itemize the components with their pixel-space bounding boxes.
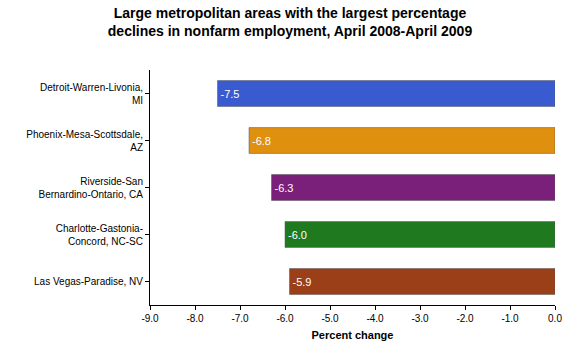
svg-text:Las Vegas-Paradise, NV: Las Vegas-Paradise, NV — [34, 276, 143, 287]
svg-text:-8.0: -8.0 — [186, 313, 204, 324]
svg-text:-6.0: -6.0 — [276, 313, 294, 324]
svg-text:-9.0: -9.0 — [141, 313, 159, 324]
svg-text:-7.5: -7.5 — [221, 88, 240, 100]
svg-text:-5.9: -5.9 — [293, 276, 312, 288]
svg-text:Phoenix-Mesa-Scottsdale,AZ: Phoenix-Mesa-Scottsdale,AZ — [26, 129, 143, 153]
svg-text:Percent change: Percent change — [312, 329, 394, 341]
svg-text:-4.0: -4.0 — [366, 313, 384, 324]
svg-text:-5.0: -5.0 — [321, 313, 339, 324]
svg-text:Charlotte-Gastonia-Concord, NC: Charlotte-Gastonia-Concord, NC-SC — [56, 223, 143, 247]
svg-text:-6.0: -6.0 — [288, 229, 307, 241]
svg-text:-2.0: -2.0 — [456, 313, 474, 324]
svg-text:-3.0: -3.0 — [411, 313, 429, 324]
svg-text:-6.3: -6.3 — [275, 182, 294, 194]
svg-text:-7.0: -7.0 — [231, 313, 249, 324]
svg-text:Large metropolitan areas with: Large metropolitan areas with the larges… — [108, 5, 473, 39]
svg-text:Detroit-Warren-Livonia,MI: Detroit-Warren-Livonia,MI — [40, 82, 143, 106]
svg-text:0.0: 0.0 — [548, 313, 562, 324]
svg-text:-6.8: -6.8 — [252, 135, 271, 147]
svg-text:-1.0: -1.0 — [501, 313, 519, 324]
svg-text:Riverside-SanBernardino-Ontari: Riverside-SanBernardino-Ontario, CA — [39, 176, 144, 200]
